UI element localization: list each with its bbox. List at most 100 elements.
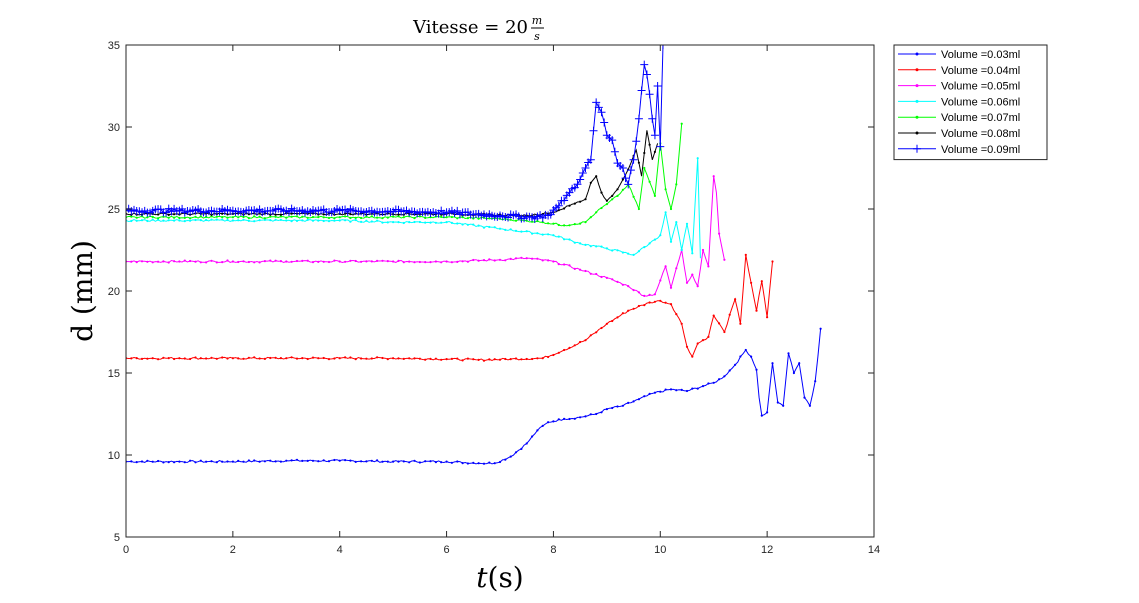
legend-label: Volume =0.05ml bbox=[941, 81, 1020, 93]
data-point bbox=[450, 215, 453, 219]
data-point bbox=[205, 218, 208, 222]
data-point bbox=[669, 207, 673, 211]
legend-marker bbox=[915, 99, 919, 103]
data-point bbox=[611, 194, 614, 197]
data-point bbox=[600, 275, 603, 279]
data-point bbox=[573, 267, 576, 270]
data-point bbox=[552, 353, 555, 357]
data-point bbox=[167, 213, 170, 216]
data-point bbox=[194, 215, 197, 218]
data-point bbox=[445, 216, 448, 219]
data-point bbox=[461, 462, 464, 465]
data-point bbox=[536, 219, 539, 223]
data-point bbox=[349, 220, 352, 223]
data-point bbox=[376, 356, 379, 359]
data-point bbox=[685, 281, 689, 284]
data-point bbox=[226, 357, 229, 360]
data-point bbox=[744, 348, 747, 352]
data-point bbox=[584, 221, 587, 224]
data-point bbox=[536, 257, 539, 260]
data-point bbox=[349, 259, 352, 262]
data-point bbox=[541, 259, 544, 262]
data-point bbox=[477, 217, 480, 220]
data-point bbox=[648, 392, 651, 395]
title-fraction-denominator: s bbox=[534, 30, 540, 43]
data-point bbox=[285, 260, 288, 263]
legend-label: Volume =0.03ml bbox=[941, 49, 1020, 61]
data-point bbox=[707, 382, 710, 385]
data-point bbox=[637, 304, 641, 308]
data-point bbox=[392, 260, 395, 263]
data-point bbox=[365, 357, 368, 360]
data-point bbox=[520, 447, 523, 450]
data-point bbox=[151, 357, 154, 360]
data-point bbox=[279, 215, 282, 218]
data-point bbox=[317, 357, 320, 360]
data-point bbox=[616, 280, 619, 283]
data-point bbox=[605, 408, 609, 411]
data-point bbox=[640, 60, 649, 69]
data-point bbox=[734, 363, 737, 366]
data-point bbox=[680, 322, 683, 325]
svg-text:t(s): t(s) bbox=[476, 561, 523, 594]
data-point bbox=[675, 183, 678, 186]
data-point bbox=[589, 334, 592, 337]
data-point bbox=[263, 260, 266, 263]
data-point bbox=[734, 298, 737, 301]
data-point bbox=[140, 460, 144, 463]
series-markers bbox=[126, 143, 657, 218]
data-point bbox=[584, 269, 587, 273]
data-point bbox=[173, 461, 176, 464]
data-point bbox=[552, 420, 555, 423]
data-point bbox=[696, 157, 699, 160]
data-point bbox=[311, 219, 315, 222]
data-point bbox=[766, 411, 769, 414]
data-point bbox=[157, 260, 160, 263]
data-point bbox=[760, 414, 763, 417]
data-point bbox=[258, 460, 261, 463]
data-point bbox=[531, 232, 534, 235]
data-point bbox=[771, 362, 774, 365]
data-point bbox=[552, 234, 555, 237]
data-point bbox=[173, 213, 176, 216]
data-point bbox=[643, 166, 646, 170]
data-point bbox=[327, 460, 331, 463]
data-point bbox=[167, 219, 170, 222]
data-point bbox=[338, 260, 341, 263]
data-point bbox=[370, 459, 373, 462]
series-1 bbox=[126, 327, 822, 465]
data-point bbox=[178, 260, 181, 263]
data-point bbox=[199, 357, 202, 360]
data-point bbox=[658, 45, 667, 49]
data-point bbox=[157, 218, 160, 221]
data-point bbox=[247, 459, 250, 462]
data-point bbox=[669, 303, 673, 306]
data-point bbox=[493, 462, 496, 465]
data-point bbox=[525, 230, 528, 233]
data-point bbox=[659, 234, 662, 237]
legend-marker bbox=[915, 84, 919, 88]
data-point bbox=[643, 294, 646, 297]
series-4 bbox=[126, 157, 701, 259]
data-point bbox=[707, 265, 710, 268]
data-point bbox=[322, 260, 325, 263]
data-point bbox=[576, 175, 585, 184]
data-point bbox=[274, 460, 277, 463]
data-point bbox=[381, 259, 384, 262]
data-point bbox=[498, 258, 502, 261]
data-point bbox=[381, 356, 384, 360]
data-point bbox=[739, 355, 742, 358]
data-point bbox=[440, 215, 443, 218]
data-point bbox=[563, 417, 566, 420]
data-point bbox=[151, 218, 154, 221]
data-point bbox=[560, 196, 569, 205]
data-point bbox=[744, 253, 747, 256]
data-point bbox=[327, 216, 331, 220]
data-point bbox=[226, 213, 229, 216]
data-point bbox=[680, 248, 683, 252]
data-point bbox=[728, 313, 731, 316]
data-point bbox=[397, 221, 400, 224]
data-point bbox=[600, 326, 603, 330]
data-point bbox=[434, 260, 437, 263]
data-point bbox=[696, 387, 699, 390]
